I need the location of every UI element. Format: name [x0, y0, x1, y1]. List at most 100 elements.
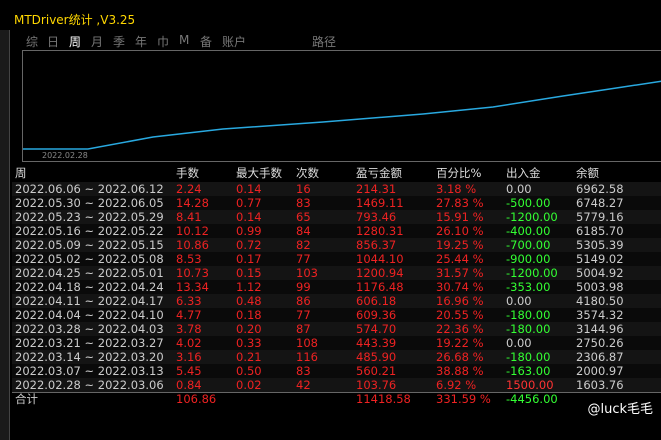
table-row — [12, 280, 661, 294]
table-cell: 0.00 — [506, 182, 532, 196]
table-cell: 214.31 — [356, 182, 397, 196]
table-row — [12, 252, 661, 266]
table-cell: 2022.06.06 ~ 2022.06.12 — [15, 182, 164, 196]
table-cell: 0.72 — [236, 238, 262, 252]
table-cell: 116 — [296, 350, 318, 364]
table-cell: 560.21 — [356, 364, 397, 378]
table-cell: 3.18 % — [436, 182, 477, 196]
table-cell: 2022.03.28 ~ 2022.04.03 — [15, 322, 164, 336]
table-cell: 2022.05.30 ~ 2022.06.05 — [15, 196, 164, 210]
table-cell: 2022.04.11 ~ 2022.04.17 — [15, 294, 164, 308]
total-cell: 331.59 % — [436, 392, 491, 406]
table-cell: 5779.16 — [576, 210, 624, 224]
table-cell: 84 — [296, 224, 311, 238]
column-header: 周 — [15, 166, 27, 180]
table-cell: 3.16 — [176, 350, 202, 364]
table-cell: 2.24 — [176, 182, 202, 196]
tab[interactable]: M — [179, 33, 190, 47]
tab[interactable]: 月 — [91, 35, 104, 49]
table-row — [12, 266, 661, 280]
table-cell: -1200.00 — [506, 210, 558, 224]
tab[interactable]: 账户 — [222, 35, 247, 49]
table-cell: 2022.03.21 ~ 2022.03.27 — [15, 336, 164, 350]
table-cell: 0.21 — [236, 350, 262, 364]
table-row — [12, 350, 661, 364]
table-row — [12, 210, 661, 224]
table-cell: 2750.26 — [576, 336, 624, 350]
table-cell: 26.68 % — [436, 350, 484, 364]
table-cell: 2022.04.25 ~ 2022.05.01 — [15, 266, 164, 280]
column-header: 余额 — [576, 166, 599, 180]
table-cell: 856.37 — [356, 238, 397, 252]
table-cell: 0.02 — [236, 378, 262, 392]
table-cell: -180.00 — [506, 308, 551, 322]
table-cell: 0.15 — [236, 266, 262, 280]
table-row — [12, 336, 661, 350]
table-cell: 3.78 — [176, 322, 202, 336]
table-cell: 42 — [296, 378, 311, 392]
table-cell: 25.44 % — [436, 252, 484, 266]
table-row — [12, 294, 661, 308]
table-cell: 5003.98 — [576, 280, 624, 294]
table-cell: 103.76 — [356, 378, 397, 392]
table-cell: 606.18 — [356, 294, 397, 308]
column-header: 出入金 — [506, 166, 541, 180]
total-cell: 11418.58 — [356, 392, 411, 406]
tab[interactable]: 季 — [113, 35, 126, 49]
table-cell: 83 — [296, 364, 311, 378]
column-header: 盈亏金额 — [356, 166, 402, 180]
table-cell: -400.00 — [506, 224, 551, 238]
table-cell: 0.33 — [236, 336, 262, 350]
table-cell: 1.12 — [236, 280, 262, 294]
tab[interactable]: 年 — [135, 35, 148, 49]
table-row — [12, 238, 661, 252]
table-cell: 443.39 — [356, 336, 397, 350]
table-cell: 83 — [296, 196, 311, 210]
table-cell: 2022.03.07 ~ 2022.03.13 — [15, 364, 164, 378]
table-row — [12, 378, 661, 392]
table-cell: 2022.05.02 ~ 2022.05.08 — [15, 252, 164, 266]
table-cell: 3574.32 — [576, 308, 624, 322]
table-cell: 8.41 — [176, 210, 202, 224]
tab[interactable]: 备 — [200, 35, 213, 49]
table-cell: 4.77 — [176, 308, 202, 322]
table-cell: 2022.02.28 ~ 2022.03.06 — [15, 378, 164, 392]
table-cell: 10.12 — [176, 224, 209, 238]
table-cell: 6962.58 — [576, 182, 624, 196]
table-cell: 0.77 — [236, 196, 262, 210]
table-cell: 0.99 — [236, 224, 262, 238]
table-cell: 4.02 — [176, 336, 202, 350]
table-cell: 2022.04.18 ~ 2022.04.24 — [15, 280, 164, 294]
table-cell: 0.14 — [236, 182, 262, 196]
table-row — [12, 364, 661, 378]
table-cell: 1176.48 — [356, 280, 404, 294]
tab[interactable]: 巾 — [157, 35, 170, 49]
table-cell: 6.33 — [176, 294, 202, 308]
table-cell: 574.70 — [356, 322, 397, 336]
table-cell: 5.45 — [176, 364, 202, 378]
tab[interactable]: 日 — [47, 35, 60, 49]
table-cell: 1044.10 — [356, 252, 404, 266]
table-cell: 87 — [296, 322, 311, 336]
table-cell: 485.90 — [356, 350, 397, 364]
table-cell: 30.74 % — [436, 280, 484, 294]
table-cell: 27.83 % — [436, 196, 484, 210]
table-cell: 77 — [296, 252, 311, 266]
table-cell: 2306.87 — [576, 350, 624, 364]
table-cell: 0.17 — [236, 252, 262, 266]
table-cell: 26.10 % — [436, 224, 484, 238]
equity-chart — [22, 50, 661, 162]
tab[interactable]: 周 — [69, 35, 82, 49]
tab[interactable]: 路径 — [312, 35, 337, 49]
tab[interactable]: 综 — [26, 35, 39, 49]
column-header: 手数 — [176, 166, 199, 180]
table-cell: 38.88 % — [436, 364, 484, 378]
column-header: 次数 — [296, 166, 319, 180]
table-cell: 5149.02 — [576, 252, 624, 266]
table-cell: 10.86 — [176, 238, 209, 252]
watermark: @luck毛毛 — [587, 402, 653, 417]
table-cell: 10.73 — [176, 266, 209, 280]
panel-title: MTDriver统计 ,V3.25 — [14, 13, 136, 27]
table-cell: 2022.04.04 ~ 2022.04.10 — [15, 308, 164, 322]
table-cell: 6.92 % — [436, 378, 477, 392]
